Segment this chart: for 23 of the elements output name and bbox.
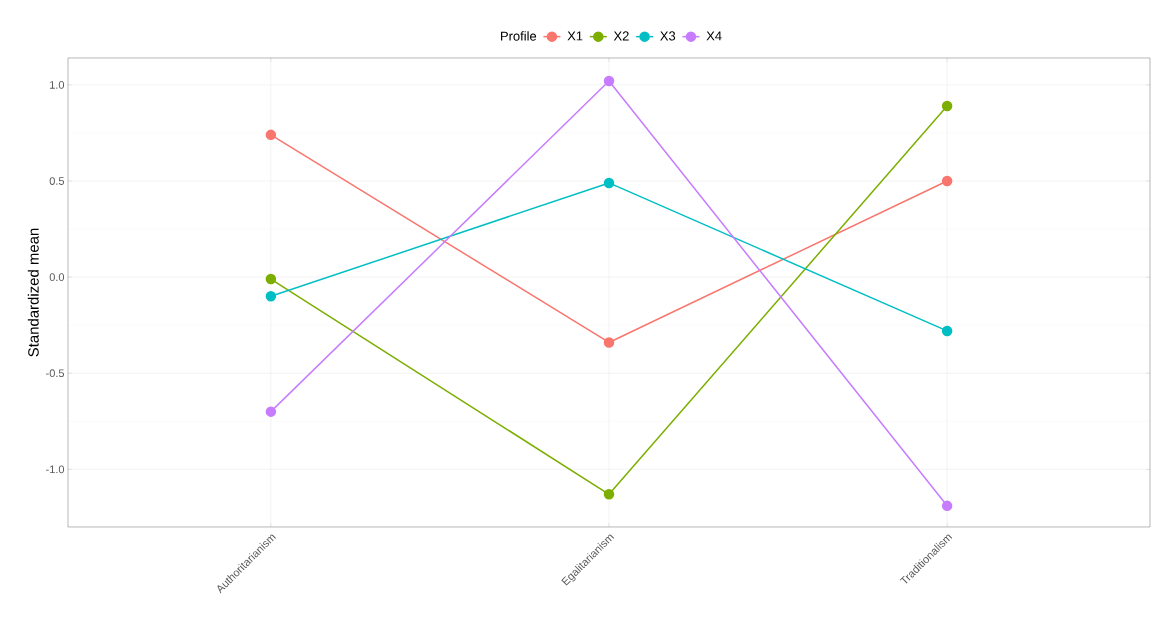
y-tick-label: 1.0 [50, 81, 65, 89]
point [603, 75, 615, 87]
legend-title: Profile [501, 31, 537, 41]
y-tick-label: 0.5 [49, 177, 65, 185]
point [603, 177, 615, 189]
legend-label: X2 [613, 31, 629, 41]
legend-label: X1 [567, 31, 583, 41]
legend-label: X3 [660, 31, 676, 41]
point [265, 129, 277, 141]
point [603, 337, 615, 348]
legend-label: X4 [706, 31, 722, 41]
y-axis-title: Standardized mean [27, 228, 39, 357]
point [941, 175, 953, 187]
point [265, 291, 277, 302]
point [603, 489, 615, 500]
point [265, 406, 277, 417]
point [941, 500, 953, 512]
point [941, 325, 953, 337]
point [265, 273, 277, 285]
y-tick-label: 0.0 [49, 273, 65, 281]
y-tick-label: -0.5 [46, 369, 65, 378]
point [941, 100, 953, 112]
y-tick-label: -1.0 [46, 465, 65, 474]
